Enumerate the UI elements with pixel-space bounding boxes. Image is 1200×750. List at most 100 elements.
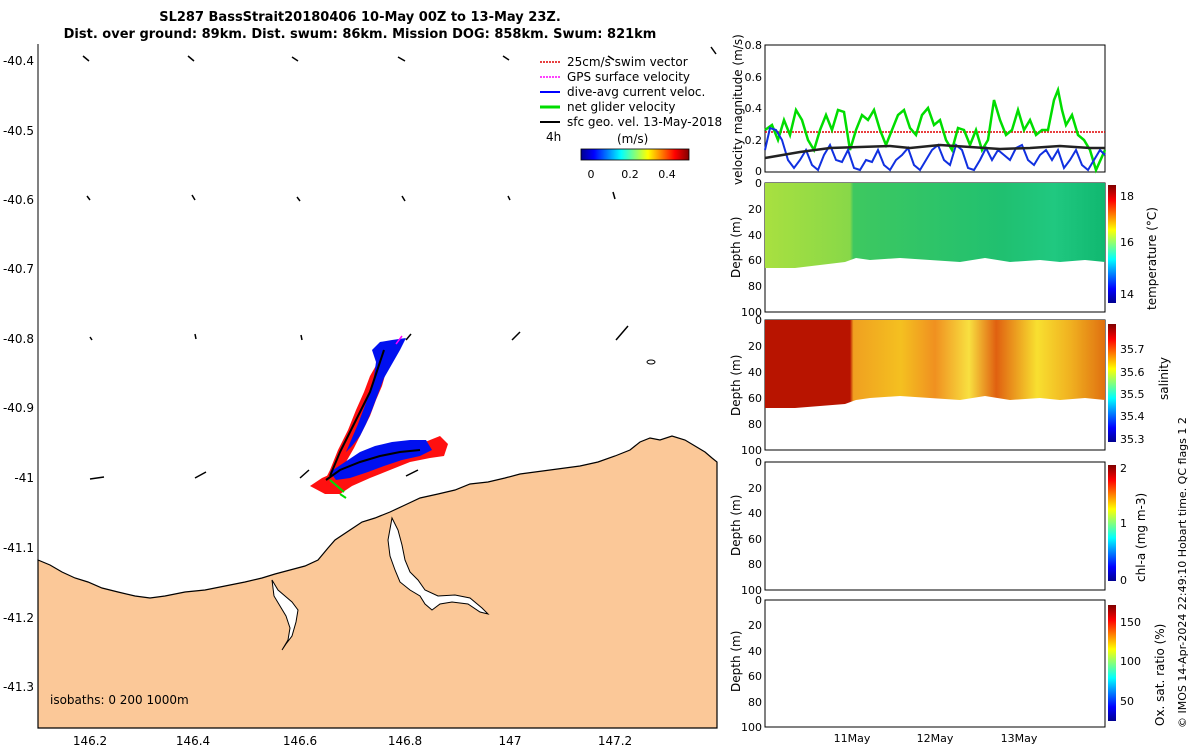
vector-arrow: [291, 56, 299, 62]
temp-ytick: 40: [748, 229, 762, 242]
chla-cbar-label: chl-a (mg m-3): [1134, 493, 1148, 582]
ox-cbar-label: Ox. sat. ratio (%): [1153, 624, 1167, 726]
time-tick: 11May: [834, 732, 871, 745]
temp-ytick: 80: [748, 280, 762, 293]
lat-tick: -40.5: [3, 124, 34, 138]
vector-arrow: [296, 196, 301, 202]
temp-cbar-label: temperature (°C): [1145, 207, 1159, 310]
ox-ylabel: Depth (m): [729, 631, 743, 692]
sal-ytick: 60: [748, 392, 762, 405]
sal-colorbar: [1108, 324, 1116, 442]
chla-ytick: 100: [741, 584, 762, 597]
temp-colorbar: [1108, 185, 1116, 303]
vector-arrow: [405, 333, 412, 341]
vector-arrow: [89, 476, 105, 480]
estuary: [387, 516, 490, 615]
vector-arrow: [89, 336, 93, 341]
gps-surface-velocity: [395, 335, 403, 345]
salinity-panel: 0 20 40 60 80 100 Depth (m) 35.7 35.6 35…: [729, 314, 1171, 457]
vector-arrow: [615, 325, 629, 341]
ox-ytick: 0: [755, 594, 762, 607]
colorbar-tick: 0.4: [658, 168, 676, 181]
oxsat-axes: [764, 599, 1106, 728]
credit-line: © IMOS 14-Apr-2024 22:49:10 Hobart time.…: [1176, 417, 1189, 728]
sal-cbar-tick: 35.5: [1120, 388, 1145, 401]
lat-tick: -40.4: [3, 54, 34, 68]
lat-tick: -41.3: [3, 680, 34, 694]
velocity-ytick: 0: [755, 165, 762, 178]
legend-entry: 25cm/s swim vector: [567, 55, 688, 69]
sal-cbar-tick: 35.6: [1120, 366, 1145, 379]
vector-arrow: [86, 195, 91, 201]
velocity-panel: 0.8 0.6 0.4 0.2 0 velocity magnitude (m/…: [731, 34, 1107, 185]
vector-arrow: [612, 191, 616, 200]
chla-cbar-tick: 1: [1120, 517, 1127, 530]
sal-cbar-tick: 35.3: [1120, 433, 1145, 446]
sal-ytick: 40: [748, 366, 762, 379]
temp-ytick: 100: [741, 306, 762, 319]
vector-arrow: [82, 55, 90, 62]
chla-ylabel: Depth (m): [729, 495, 743, 556]
temp-ytick: 20: [748, 203, 762, 216]
velocity-ylabel: velocity magnitude (m/s): [731, 34, 745, 185]
lat-tick: -41.1: [3, 541, 34, 555]
ox-colorbar: [1108, 605, 1116, 721]
vector-arrow: [507, 195, 511, 201]
vector-arrow: [299, 469, 310, 479]
sal-cbar-tick: 35.4: [1120, 410, 1145, 423]
sal-ylabel: Depth (m): [729, 355, 743, 416]
temperature-panel: 0 20 40 60 80 100 Depth (m) 18 16 14 tem…: [729, 177, 1159, 319]
vector-arrow: [187, 55, 195, 62]
glider-track: [310, 335, 448, 499]
lon-tick: 147: [499, 734, 522, 748]
temp-cbar-tick: 18: [1120, 190, 1134, 203]
chla-panel: 0 20 40 60 80 100 Depth (m) 2 1 0 chl-a …: [729, 456, 1148, 597]
lon-tick: 147.2: [598, 734, 632, 748]
current-vectors-east-leg: [330, 440, 432, 480]
legend-entry: dive-avg current veloc.: [567, 85, 705, 99]
velocity-axes: [764, 44, 1106, 173]
vector-arrow: [300, 334, 303, 341]
ox-ytick: 80: [748, 696, 762, 709]
salinity-section: [765, 320, 1105, 408]
ox-ytick: 60: [748, 670, 762, 683]
velocity-ytick: 0.6: [745, 71, 763, 84]
temp-ylabel: Depth (m): [729, 217, 743, 278]
lat-tick: -40.6: [3, 193, 34, 207]
current-vectors-north-leg: [346, 338, 406, 452]
river-channel: [271, 579, 299, 651]
ox-cbar-tick: 100: [1120, 655, 1141, 668]
ox-cbar-tick: 150: [1120, 616, 1141, 629]
land-mass: [37, 435, 718, 729]
vector-arrow: [191, 194, 196, 201]
lat-tick: -41: [14, 471, 34, 485]
title-line-2: Dist. over ground: 89km. Dist. swum: 86k…: [63, 27, 657, 42]
velocity-ytick: 0.2: [745, 134, 763, 147]
colorbar-tick: 0.2: [621, 168, 639, 181]
legend-entry: net glider velocity: [567, 100, 675, 114]
ox-ytick: 40: [748, 645, 762, 658]
chla-colorbar: [1108, 465, 1116, 581]
chla-ytick: 80: [748, 558, 762, 571]
sal-cbar-label: salinity: [1157, 357, 1171, 400]
vector-arrow: [710, 46, 717, 55]
sal-cbar-tick: 35.7: [1120, 343, 1145, 356]
title-line-1: SL287 BassStrait20180406 10-May 00Z to 1…: [159, 10, 561, 25]
colorbar-units: (m/s): [617, 132, 648, 146]
oxsat-panel: 0 20 40 60 80 100 Depth (m) 150 100 50 O…: [729, 594, 1167, 745]
lat-tick: -40.8: [3, 332, 34, 346]
lon-tick: 146.6: [283, 734, 317, 748]
map-colorbar: [580, 148, 690, 161]
net-velocity-series: [764, 85, 1107, 174]
vector-arrow: [194, 333, 197, 340]
temp-ytick: 0: [755, 177, 762, 190]
isobaths-label: isobaths: 0 200 1000m: [50, 693, 189, 707]
vector-arrow: [607, 55, 615, 61]
temp-ytick: 60: [748, 254, 762, 267]
lon-tick: 146.8: [388, 734, 422, 748]
chla-cbar-tick: 0: [1120, 574, 1127, 587]
sfc-geo-vectors: [82, 46, 717, 480]
sal-ytick: 20: [748, 340, 762, 353]
lon-tick: 146.2: [73, 734, 107, 748]
